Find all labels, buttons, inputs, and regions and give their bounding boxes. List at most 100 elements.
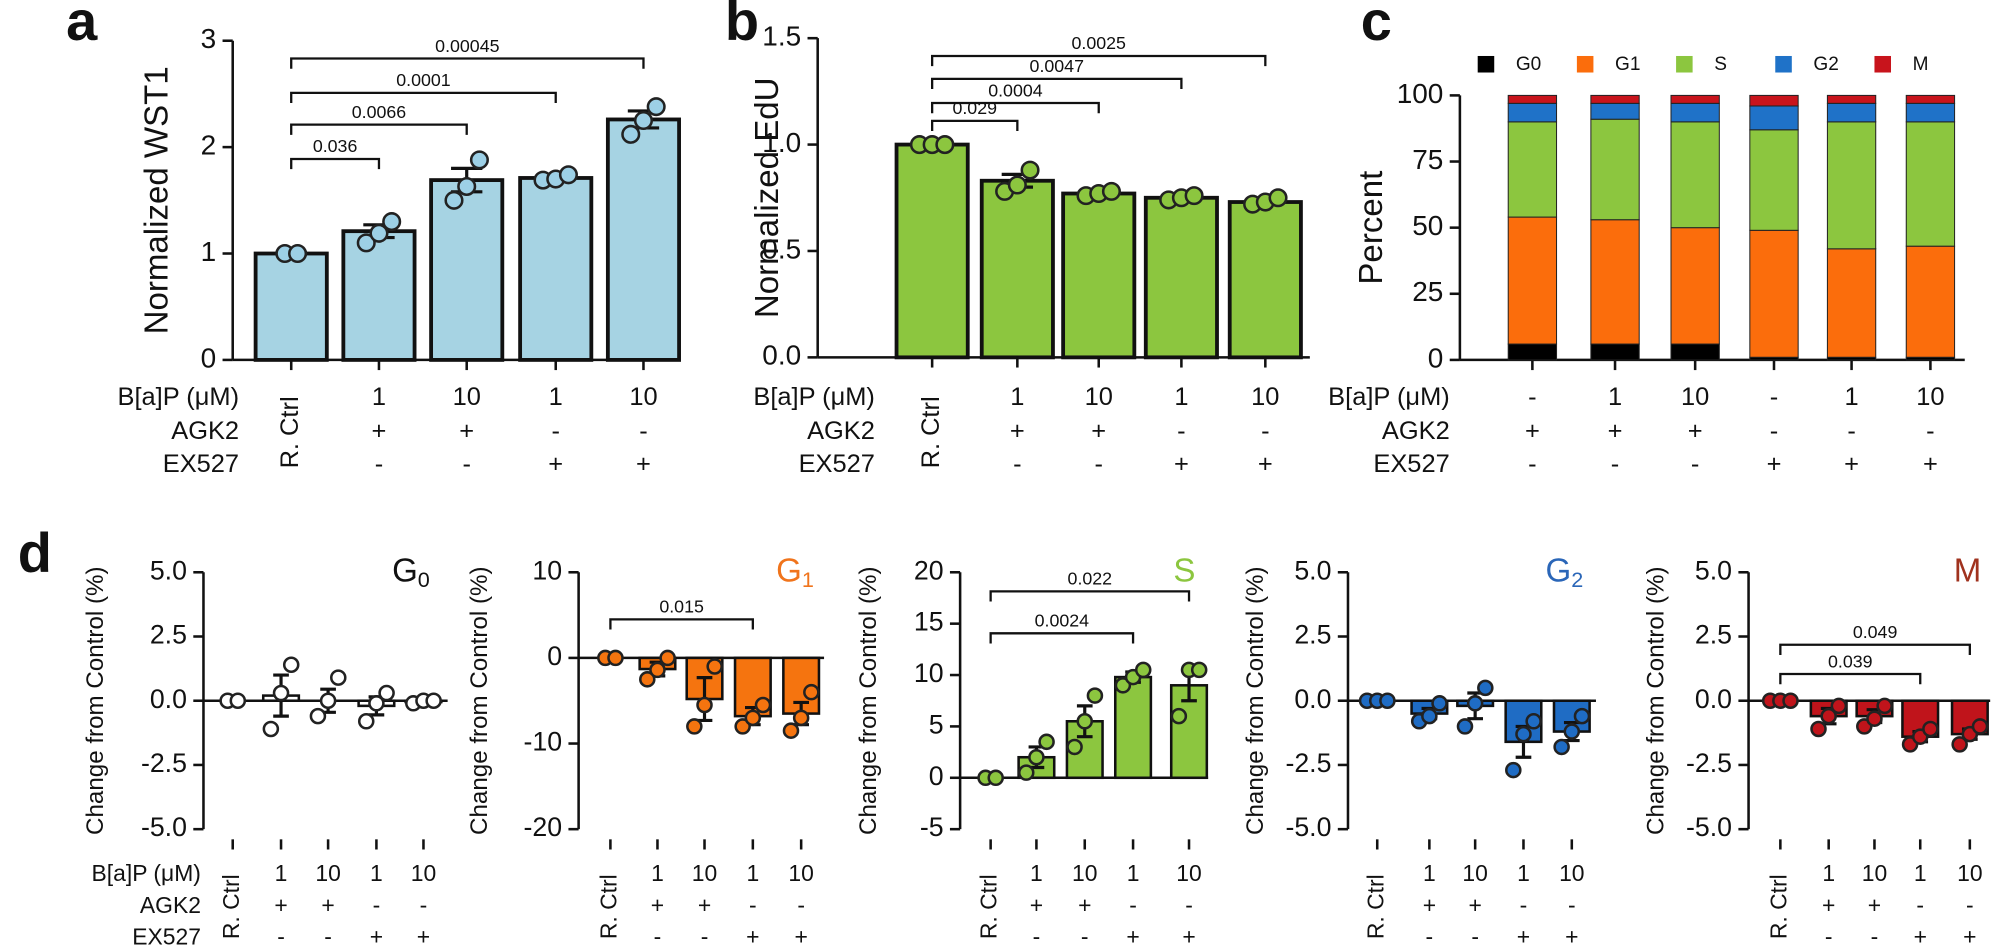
data-point bbox=[1184, 186, 1204, 206]
y-axis-label: Change from Control (%) bbox=[82, 566, 109, 835]
data-point bbox=[1170, 707, 1188, 725]
data-point bbox=[1573, 707, 1591, 725]
bar-segment bbox=[1905, 94, 1956, 104]
x-category-label: 10 bbox=[1957, 860, 1982, 886]
condition-value: - bbox=[1471, 924, 1479, 950]
panel-label: d bbox=[18, 521, 52, 584]
data-point bbox=[444, 190, 464, 210]
bar-segment bbox=[1507, 216, 1558, 345]
data-point bbox=[288, 243, 308, 264]
y-axis-label: Normalized WST1 bbox=[139, 66, 176, 334]
significance-bracket bbox=[930, 119, 1019, 132]
condition-value: + bbox=[274, 892, 287, 918]
condition-value: - bbox=[1095, 450, 1103, 478]
bar bbox=[1227, 200, 1303, 360]
data-point bbox=[1038, 733, 1055, 751]
data-point bbox=[357, 713, 375, 730]
condition-value: - bbox=[1568, 892, 1576, 918]
y-tick-label: 1 bbox=[201, 236, 217, 267]
data-point bbox=[659, 649, 676, 667]
data-point bbox=[1101, 181, 1121, 201]
y-tick-label: 10 bbox=[914, 658, 944, 688]
x-category-label: 10 bbox=[1251, 383, 1279, 411]
condition-value: - bbox=[701, 924, 709, 950]
data-point bbox=[330, 669, 347, 686]
condition-value: - bbox=[1611, 450, 1619, 478]
data-point bbox=[1553, 738, 1570, 756]
y-tick-label: 100 bbox=[1397, 78, 1444, 109]
y-tick-label: 0.0 bbox=[762, 340, 801, 371]
data-point bbox=[262, 720, 280, 738]
p-value: 0.015 bbox=[659, 597, 704, 617]
bar-segment bbox=[1826, 94, 1877, 104]
x-category-label: 1 bbox=[549, 383, 563, 411]
legend-swatch bbox=[1676, 55, 1693, 73]
x-category-label: R. Ctrl bbox=[595, 874, 621, 939]
data-point bbox=[706, 658, 723, 675]
y-tick-label: 0.0 bbox=[1695, 684, 1732, 714]
data-point bbox=[309, 707, 327, 725]
condition-value: + bbox=[459, 417, 474, 445]
condition-value: + bbox=[1126, 924, 1139, 950]
bar-segment bbox=[1749, 105, 1799, 131]
x-category-label: 10 bbox=[411, 860, 436, 886]
condition-value: - bbox=[1847, 417, 1855, 445]
y-tick-label: -2.5 bbox=[1686, 748, 1732, 778]
data-point bbox=[646, 97, 666, 117]
condition-value: + bbox=[1868, 892, 1881, 918]
condition-value: + bbox=[1182, 924, 1195, 950]
condition-value: - bbox=[420, 892, 428, 918]
x-category-label: R. Ctrl bbox=[1765, 874, 1791, 939]
data-point bbox=[1028, 748, 1045, 766]
condition-value: - bbox=[551, 417, 559, 445]
condition-value: - bbox=[654, 924, 662, 950]
title-main: S bbox=[1173, 552, 1195, 589]
legend-swatch bbox=[1874, 55, 1891, 73]
data-point bbox=[382, 212, 402, 232]
condition-value: + bbox=[1078, 892, 1091, 918]
legend-label: M bbox=[1913, 54, 1929, 75]
data-point bbox=[1951, 736, 1968, 753]
p-value: 0.0001 bbox=[396, 70, 451, 90]
y-axis-label: Normalized EdU bbox=[749, 77, 786, 318]
y-axis-label: Change from Control (%) bbox=[466, 566, 493, 835]
data-point bbox=[369, 223, 389, 243]
data-point bbox=[229, 692, 247, 709]
panel-label: c bbox=[1361, 0, 1392, 52]
condition-value: - bbox=[749, 892, 757, 918]
title-main: G bbox=[1545, 552, 1571, 589]
condition-value: + bbox=[1688, 417, 1703, 445]
y-axis-label: Change from Control (%) bbox=[1242, 566, 1269, 835]
y-tick-label: 1.0 bbox=[762, 127, 801, 158]
bar-segment bbox=[1905, 245, 1956, 358]
condition-value: + bbox=[1923, 450, 1938, 478]
condition-value: + bbox=[1963, 924, 1976, 950]
y-tick-label: 2.5 bbox=[1294, 620, 1331, 650]
x-category-label: 10 bbox=[1462, 860, 1487, 886]
legend-label: S bbox=[1714, 54, 1727, 75]
p-value: 0.022 bbox=[1068, 569, 1113, 589]
bar-segment bbox=[1590, 219, 1640, 345]
data-point bbox=[639, 671, 656, 688]
bar-segment bbox=[1749, 129, 1799, 231]
data-point bbox=[1971, 718, 1989, 735]
y-tick-label: 5.0 bbox=[1695, 555, 1732, 585]
p-value: 0.0025 bbox=[1072, 33, 1127, 53]
x-category-label: 1 bbox=[651, 860, 664, 886]
panel-label: a bbox=[66, 0, 98, 52]
condition-value: + bbox=[372, 417, 387, 445]
bar-segment bbox=[1590, 102, 1640, 120]
data-point bbox=[803, 683, 820, 701]
panel-title: S bbox=[1173, 552, 1195, 589]
y-tick-label: 25 bbox=[1412, 276, 1443, 307]
x-category-label: 1 bbox=[1010, 383, 1024, 411]
y-tick-label: 0.0 bbox=[150, 684, 187, 714]
condition-value: + bbox=[1565, 924, 1578, 950]
condition-value: - bbox=[375, 450, 383, 478]
condition-value: + bbox=[636, 450, 651, 478]
y-tick-label: -2.5 bbox=[141, 748, 187, 778]
condition-value: - bbox=[324, 924, 332, 950]
row-label: AGK2 bbox=[171, 417, 239, 445]
x-category-label: 1 bbox=[1423, 860, 1436, 886]
